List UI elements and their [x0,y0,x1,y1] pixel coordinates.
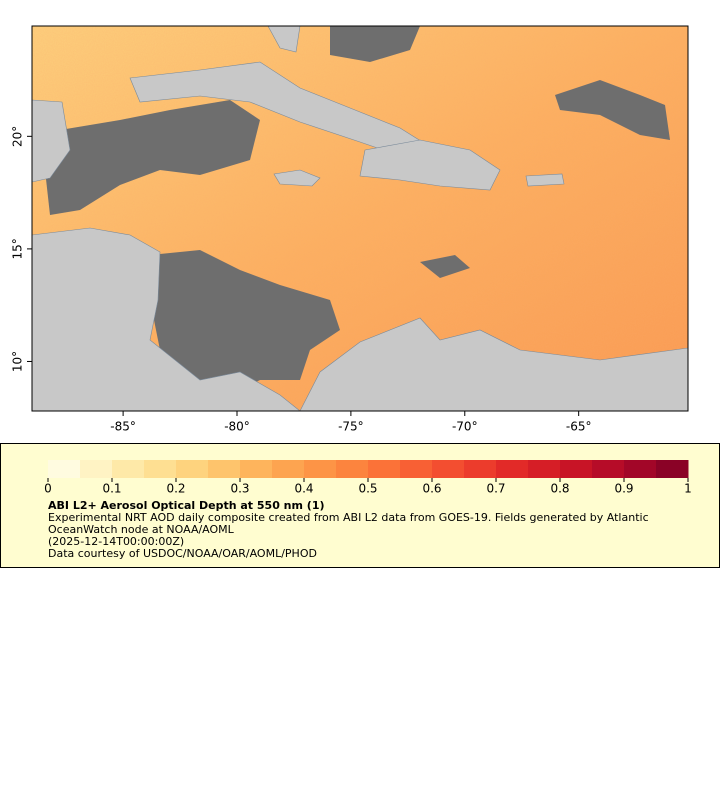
puerto-rico [525,173,565,187]
y-tick-label: 10° [11,351,25,372]
colorbar-swatch [304,460,337,478]
colorbar-tick-label: 0.8 [550,482,569,496]
colorbar-tick-label: 0 [44,482,52,496]
florida [267,26,301,53]
colorbar-swatch [656,460,689,478]
no-data-area [420,255,470,278]
yucatan [32,99,71,183]
colorbar-tick-label: 0.1 [102,482,121,496]
x-tick-label: -75° [338,420,364,434]
colorbar-tick-label: 0.7 [486,482,505,496]
legend-time: (2025-12-14T00:00:00Z) [48,535,185,548]
colorbar-swatch [80,460,113,478]
colorbar-swatch [208,460,241,478]
x-tick-label: -65° [566,420,592,434]
colorbar-swatch [144,460,177,478]
colorbar-swatch [368,460,401,478]
colorbar-swatch [496,460,529,478]
legend-description: Experimental NRT AOD daily composite cre… [48,511,649,536]
colorbar-swatch [592,460,625,478]
y-tick-label: 15° [11,238,25,259]
jamaica [273,169,321,187]
colorbar-swatch [272,460,305,478]
no-data-area [45,100,260,215]
legend-title: ABI L2+ Aerosol Optical Depth at 550 nm … [48,499,325,512]
colorbar-swatch [240,460,273,478]
no-data-area [150,250,340,395]
south-america [299,317,688,411]
x-tick-label: -80° [224,420,250,434]
colorbar-tick-label: 0.4 [294,482,313,496]
legend-text: ABI L2+ Aerosol Optical Depth at 550 nm … [48,500,688,560]
colorbar-swatch [528,460,561,478]
colorbar-tick-label: 1 [684,482,692,496]
legend-credit: Data courtesy of USDOC/NOAA/OAR/AOML/PHO… [48,547,317,560]
colorbar-swatch [432,460,465,478]
colorbar-tick-label: 0.5 [358,482,377,496]
hispaniola [359,139,501,191]
colorbar-swatch [400,460,433,478]
colorbar-tick-label: 0.6 [422,482,441,496]
central-america [32,227,301,411]
no-data-area [555,80,670,140]
colorbar-tick-label: 0.9 [614,482,633,496]
colorbar-swatch [624,460,657,478]
colorbar-swatch [560,460,593,478]
x-tick-label: -85° [110,420,136,434]
map-area [32,26,688,411]
map-frame [31,25,689,412]
colorbar-swatch [48,460,81,478]
colorbar-swatch [112,460,145,478]
colorbar-tick-label: 0.2 [166,482,185,496]
colorbar-swatch [336,460,369,478]
x-tick-label: -70° [452,420,478,434]
colorbar-swatch [176,460,209,478]
colorbar-swatch [464,460,497,478]
no-data-area [330,26,420,62]
y-tick-label: 20° [11,126,25,147]
colorbar-tick-label: 0.3 [230,482,249,496]
